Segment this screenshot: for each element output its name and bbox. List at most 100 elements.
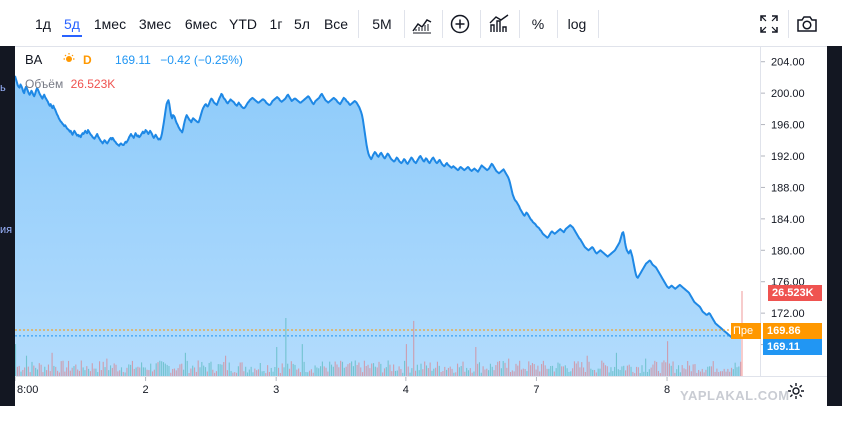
log-scale-button[interactable]: log <box>567 16 587 32</box>
volume-bar <box>84 370 86 376</box>
range-button[interactable]: 5л <box>294 16 310 32</box>
interval-button[interactable]: 5M <box>372 16 392 32</box>
volume-bar <box>254 368 256 376</box>
volume-bar <box>124 372 126 376</box>
toolbar-divider <box>519 10 520 38</box>
range-button[interactable]: 6мес <box>184 16 218 32</box>
fullscreen-icon[interactable] <box>757 12 781 36</box>
volume-bar <box>396 370 398 376</box>
volume-bar <box>352 366 354 376</box>
volume-bar <box>623 365 625 376</box>
volume-bar <box>86 366 88 376</box>
volume-bar <box>126 367 128 376</box>
volume-bar <box>318 368 320 376</box>
volume-bar <box>562 366 565 376</box>
volume-bar <box>166 364 168 376</box>
volume-bar <box>606 366 608 376</box>
volume-bar <box>334 361 336 376</box>
range-button[interactable]: 1д <box>35 16 51 32</box>
volume-bar <box>588 361 590 376</box>
volume-bar <box>685 369 687 376</box>
volume-bar <box>625 370 627 376</box>
volume-bar <box>659 373 661 376</box>
volume-bar <box>259 363 261 376</box>
volume-bar <box>564 365 566 376</box>
range-button[interactable]: 1г <box>269 16 283 32</box>
indicators-icon[interactable] <box>487 12 511 36</box>
volume-bar <box>241 362 243 376</box>
volume-bar <box>570 371 572 376</box>
volume-bar <box>637 367 639 376</box>
camera-icon[interactable] <box>795 12 819 36</box>
volume-bar <box>100 370 102 376</box>
volume-bar <box>557 362 559 376</box>
volume-bar <box>310 369 312 376</box>
volume-bar <box>89 371 91 376</box>
volume-bar <box>369 368 371 376</box>
volume-bar <box>436 361 438 376</box>
volume-bar <box>239 362 241 376</box>
volume-bar <box>108 370 110 376</box>
add-comparison-icon[interactable] <box>448 12 472 36</box>
volume-bar <box>226 370 228 376</box>
volume-bar <box>550 366 552 376</box>
time-axis[interactable]: 8:00 2 3 4 7 8 <box>14 376 827 407</box>
volume-bar <box>453 372 455 376</box>
volume-bar <box>477 363 479 376</box>
volume-bar <box>603 362 605 376</box>
volume-bar <box>482 366 484 376</box>
volume-bar <box>614 366 616 376</box>
volume-bar <box>458 367 460 376</box>
volume-bar <box>139 367 141 376</box>
volume-bar <box>67 360 70 376</box>
volume-bar <box>572 368 574 376</box>
volume-bar <box>723 368 725 376</box>
volume-bar <box>155 363 157 376</box>
settings-gear-icon[interactable] <box>786 381 806 401</box>
volume-bar <box>579 367 581 376</box>
volume-bar <box>730 367 733 376</box>
percent-scale-button[interactable]: % <box>531 16 545 32</box>
volume-bar <box>150 363 152 376</box>
volume-bar <box>478 362 481 376</box>
volume-bar <box>467 370 470 376</box>
volume-bar <box>374 366 376 376</box>
volume-bar <box>172 368 174 376</box>
volume-bar <box>340 360 342 376</box>
volume-bar <box>153 369 155 376</box>
symbol-name[interactable]: BA <box>25 52 43 67</box>
chart-style-icon[interactable] <box>410 12 434 36</box>
volume-bar <box>555 368 557 376</box>
volume-bar <box>382 372 384 376</box>
volume-bar <box>387 360 389 376</box>
volume-bar <box>330 364 333 376</box>
volume-bar <box>460 366 462 376</box>
volume-bar <box>475 347 477 376</box>
volume-bar <box>245 366 247 376</box>
last-price: 169.11 <box>115 53 151 67</box>
range-button[interactable]: 5д <box>62 13 82 37</box>
volume-bar <box>688 365 691 376</box>
volume-bar <box>404 360 406 376</box>
volume-bar <box>462 361 464 376</box>
volume-bar <box>378 361 380 376</box>
price-axis[interactable]: 204.00 200.00 196.00 192.00 188.00 184.00 180.… <box>760 46 828 376</box>
volume-bar <box>641 365 643 376</box>
chart-pane[interactable] <box>14 46 760 376</box>
volume-bar <box>281 363 283 376</box>
price-line[interactable] <box>14 75 742 339</box>
range-button[interactable]: YTD <box>229 16 257 32</box>
range-button[interactable]: 1мес <box>93 16 127 32</box>
volume-bar <box>451 368 453 376</box>
range-button[interactable]: 3мес <box>138 16 172 32</box>
price-chart[interactable] <box>14 46 760 376</box>
volume-bar <box>729 371 731 376</box>
volume-bar <box>27 366 29 376</box>
range-button[interactable]: Все <box>323 16 349 32</box>
time-tick-label: 2 <box>143 384 149 396</box>
volume-bar <box>393 364 395 376</box>
volume-bar <box>595 372 597 376</box>
volume-bar <box>705 369 707 376</box>
toolbar-divider <box>442 10 443 38</box>
volume-bar <box>440 372 442 376</box>
